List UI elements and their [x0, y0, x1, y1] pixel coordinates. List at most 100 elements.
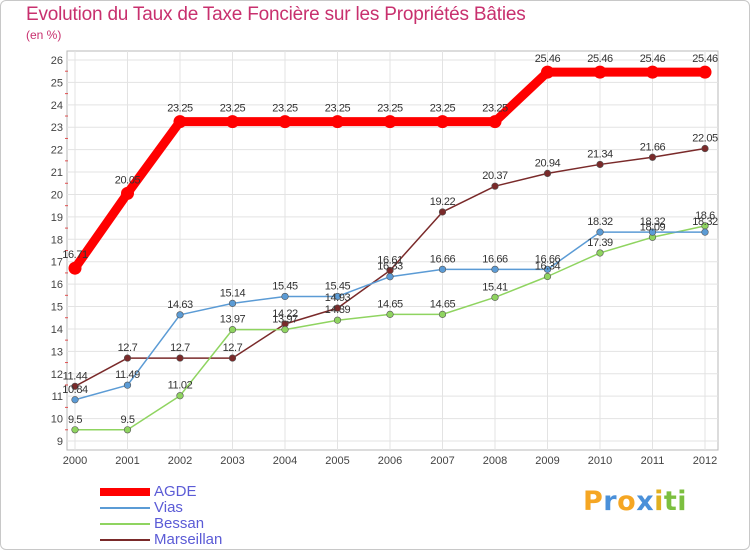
- data-point-vias: [176, 311, 184, 319]
- data-label-vias: 18.32: [640, 216, 666, 228]
- x-tick-label: 2009: [535, 455, 559, 467]
- data-label-marseillan: 20.37: [482, 170, 508, 182]
- data-point-bessan: [596, 249, 604, 257]
- data-point-vias: [71, 396, 79, 404]
- data-point-bessan: [176, 392, 184, 400]
- y-tick-label: 16: [51, 279, 63, 291]
- data-point-bessan: [333, 316, 342, 324]
- data-label-agde: 25.46: [535, 53, 561, 65]
- data-point-agde: [488, 115, 502, 129]
- data-label-agde: 16.71: [62, 249, 88, 261]
- data-point-marseillan: [228, 354, 237, 362]
- data-point-marseillan: [701, 144, 709, 153]
- brand-letter: i: [654, 486, 664, 517]
- data-label-agde: 25.46: [640, 53, 666, 65]
- data-label-vias: 16.66: [482, 253, 508, 265]
- data-point-marseillan: [543, 169, 552, 178]
- legend-label-bessan: Bessan: [154, 515, 205, 532]
- data-label-marseillan: 16.61: [377, 254, 403, 266]
- brand-letter: x: [636, 486, 655, 517]
- chart-subtitle: (en %): [26, 28, 62, 42]
- data-label-vias: 16.66: [430, 253, 456, 265]
- data-label-marseillan: 12.7: [170, 342, 190, 354]
- data-point-marseillan: [176, 354, 184, 362]
- data-point-vias: [596, 228, 604, 236]
- data-label-agde: 23.25: [430, 103, 456, 115]
- legend-swatch-marseillan: [100, 539, 150, 541]
- data-point-agde: [278, 115, 292, 129]
- legend-label-vias: Vias: [154, 499, 183, 516]
- data-label-agde: 23.25: [325, 103, 351, 115]
- x-tick-label: 2002: [168, 455, 192, 467]
- data-point-vias: [281, 292, 289, 301]
- data-point-vias: [648, 228, 657, 236]
- data-point-bessan: [71, 426, 79, 434]
- x-tick-label: 2008: [483, 455, 507, 467]
- data-label-vias: 10.84: [62, 384, 88, 396]
- data-label-bessan: 18.09: [640, 221, 666, 233]
- data-point-vias: [386, 273, 394, 281]
- proxiti-logo: Proxiti: [583, 486, 687, 517]
- data-point-marseillan: [491, 182, 499, 190]
- data-point-marseillan: [438, 208, 447, 216]
- data-label-bessan: 11.02: [168, 380, 193, 392]
- data-point-bessan: [123, 426, 132, 434]
- legend-label-marseillan: Marseillan: [154, 531, 223, 548]
- data-label-agde: 25.46: [692, 53, 718, 65]
- y-tick-label: 26: [51, 55, 63, 67]
- y-tick-label: 24: [51, 100, 63, 112]
- data-label-bessan: 14.39: [325, 304, 351, 316]
- data-label-agde: 23.25: [220, 103, 246, 115]
- data-point-vias: [228, 299, 237, 307]
- data-label-vias: 18.32: [587, 216, 613, 228]
- data-label-vias: 14.63: [167, 299, 193, 311]
- x-tick-label: 2011: [641, 455, 665, 467]
- data-label-agde: 23.25: [377, 103, 403, 115]
- data-label-marseillan: 21.66: [640, 141, 666, 153]
- data-label-marseillan: 11.44: [63, 370, 88, 382]
- brand-letter: P: [583, 486, 604, 517]
- y-tick-label: 12: [51, 369, 63, 381]
- data-label-bessan: 13.97: [272, 314, 298, 326]
- x-tick-label: 2001: [115, 455, 139, 467]
- y-tick-label: 11: [52, 391, 63, 403]
- data-point-agde: [331, 115, 344, 129]
- y-tick-label: 22: [51, 145, 63, 157]
- data-label-marseillan: 21.34: [587, 148, 613, 160]
- data-label-bessan: 15.41: [482, 281, 508, 293]
- data-point-agde: [698, 65, 712, 79]
- data-point-bessan: [281, 326, 289, 334]
- y-tick-label: 23: [51, 122, 63, 134]
- brand-letter: r: [603, 486, 618, 517]
- data-label-agde: 23.25: [482, 103, 508, 115]
- data-point-marseillan: [123, 354, 132, 362]
- data-point-marseillan: [71, 382, 79, 390]
- y-tick-label: 17: [51, 257, 63, 269]
- data-label-vias: 11.49: [115, 369, 140, 381]
- data-point-bessan: [386, 310, 394, 318]
- x-tick-label: 2012: [693, 455, 717, 467]
- legend-swatch-agde: [100, 488, 150, 496]
- brand-letter: i: [677, 486, 688, 517]
- y-tick-label: 20: [51, 189, 63, 201]
- data-label-agde: 23.25: [272, 103, 298, 115]
- data-label-agde: 25.46: [587, 53, 613, 65]
- data-point-bessan: [228, 326, 237, 334]
- data-label-marseillan: 19.22: [430, 196, 456, 208]
- data-label-marseillan: 12.7: [223, 342, 243, 354]
- data-label-marseillan: 20.94: [535, 157, 561, 169]
- data-point-vias: [543, 265, 552, 273]
- data-point-bessan: [543, 272, 552, 281]
- data-label-vias: 15.14: [220, 287, 246, 299]
- data-point-marseillan: [333, 304, 342, 312]
- data-point-agde: [646, 65, 659, 79]
- y-tick-label: 10: [51, 414, 63, 426]
- x-tick-label: 2003: [220, 455, 244, 467]
- data-point-bessan: [438, 310, 447, 318]
- data-label-agde: 23.25: [167, 103, 193, 115]
- y-tick-label: 25: [51, 77, 63, 89]
- data-point-agde: [68, 261, 82, 275]
- data-label-vias: 16.33: [377, 261, 403, 273]
- data-label-bessan: 13.97: [220, 314, 246, 326]
- x-tick-label: 2000: [63, 455, 87, 467]
